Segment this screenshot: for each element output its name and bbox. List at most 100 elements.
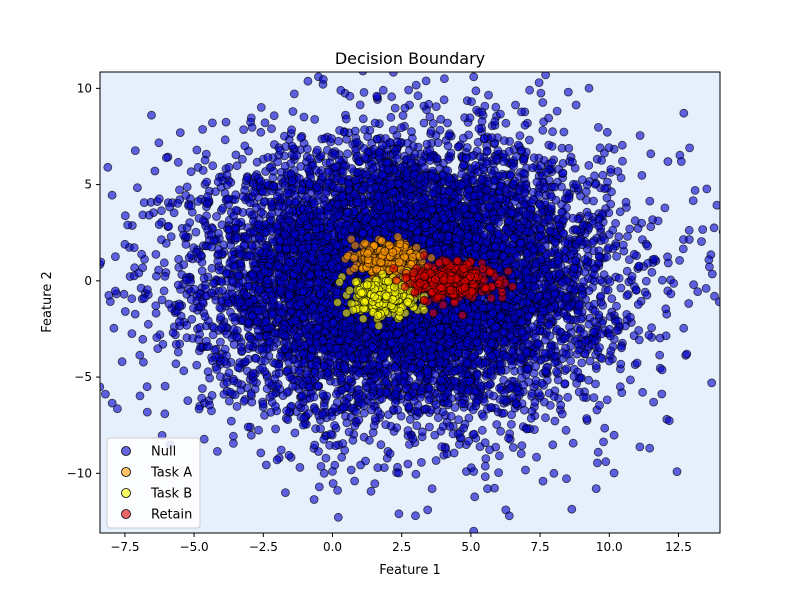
data-point: [153, 344, 163, 354]
data-point: [127, 329, 137, 339]
data-point: [160, 381, 170, 391]
data-point: [171, 339, 181, 349]
data-point: [616, 173, 626, 183]
data-point: [419, 118, 429, 128]
data-point: [562, 364, 571, 374]
data-point: [585, 356, 595, 366]
data-point: [130, 309, 140, 319]
data-point: [199, 434, 209, 444]
data-point: [154, 265, 164, 275]
data-point: [197, 384, 207, 393]
data-point: [215, 337, 225, 347]
data-point: [224, 396, 234, 406]
data-point: [135, 391, 145, 401]
data-point: [330, 421, 340, 430]
data-point: [284, 450, 294, 460]
data-point: [212, 212, 221, 221]
data-point: [494, 451, 504, 461]
data-point: [289, 89, 299, 99]
data-point: [169, 208, 179, 218]
data-point: [606, 164, 616, 174]
data-point: [237, 154, 247, 164]
data-point: [290, 428, 300, 438]
data-point: [647, 267, 657, 277]
data-point: [424, 99, 434, 109]
data-point: [614, 232, 624, 242]
data-point: [386, 112, 396, 122]
data-point: [390, 103, 400, 113]
data-point: [310, 115, 320, 124]
data-point: [516, 449, 526, 459]
data-point: [189, 303, 198, 313]
data-point: [495, 109, 505, 119]
data-point: [101, 389, 110, 399]
data-point: [635, 442, 645, 452]
data-point: [663, 258, 673, 268]
data-point: [226, 416, 236, 426]
data-point: [198, 165, 208, 175]
data-point: [171, 359, 181, 369]
data-point: [231, 150, 241, 160]
data-point: [175, 185, 184, 195]
data-point: [609, 468, 619, 478]
data-point: [386, 421, 396, 431]
data-point: [142, 407, 152, 417]
data-point: [423, 505, 433, 515]
data-point: [159, 258, 169, 268]
data-point: [614, 273, 624, 283]
data-point: [321, 453, 331, 463]
data-point: [480, 438, 490, 448]
data-point: [688, 196, 698, 206]
data-point: [631, 285, 641, 295]
data-point: [615, 207, 625, 217]
data-point: [506, 419, 516, 429]
data-point: [138, 357, 148, 367]
data-point: [366, 486, 376, 496]
data-point: [107, 190, 117, 200]
data-point: [603, 285, 613, 295]
data-point: [207, 118, 217, 128]
data-point: [593, 458, 602, 468]
data-point: [221, 117, 231, 127]
data-point: [612, 301, 621, 311]
data-point: [224, 162, 234, 172]
data-point: [151, 301, 161, 311]
data-point: [222, 170, 232, 180]
data-point: [197, 393, 207, 403]
data-point: [439, 95, 449, 105]
data-point: [194, 404, 204, 414]
data-point: [319, 434, 329, 444]
data-point: [531, 352, 541, 362]
data-point: [231, 190, 241, 200]
data-point: [345, 91, 355, 101]
data-point: [494, 468, 504, 478]
data-point: [643, 241, 652, 251]
data-point: [154, 138, 164, 148]
data-point: [160, 409, 170, 419]
data-point: [207, 263, 217, 273]
data-point: [557, 409, 567, 419]
data-point: [156, 206, 166, 216]
data-point: [411, 80, 421, 90]
data-point: [697, 237, 706, 246]
data-point: [511, 100, 520, 110]
data-point: [541, 413, 550, 423]
data-point: [446, 411, 456, 421]
data-point: [589, 393, 599, 403]
data-point: [601, 457, 611, 467]
data-point: [571, 100, 581, 110]
data-point: [481, 454, 491, 464]
data-point: [220, 135, 230, 145]
data-point: [200, 155, 210, 165]
data-point: [602, 127, 612, 137]
data-point: [617, 140, 627, 150]
data-point: [479, 134, 489, 143]
data-point: [187, 314, 197, 324]
data-point: [689, 280, 698, 290]
data-point: [213, 256, 223, 266]
data-point: [566, 356, 575, 366]
data-point: [378, 85, 388, 95]
data-point: [159, 286, 169, 296]
chart-title: Decision Boundary: [335, 49, 485, 68]
data-point: [152, 333, 162, 342]
